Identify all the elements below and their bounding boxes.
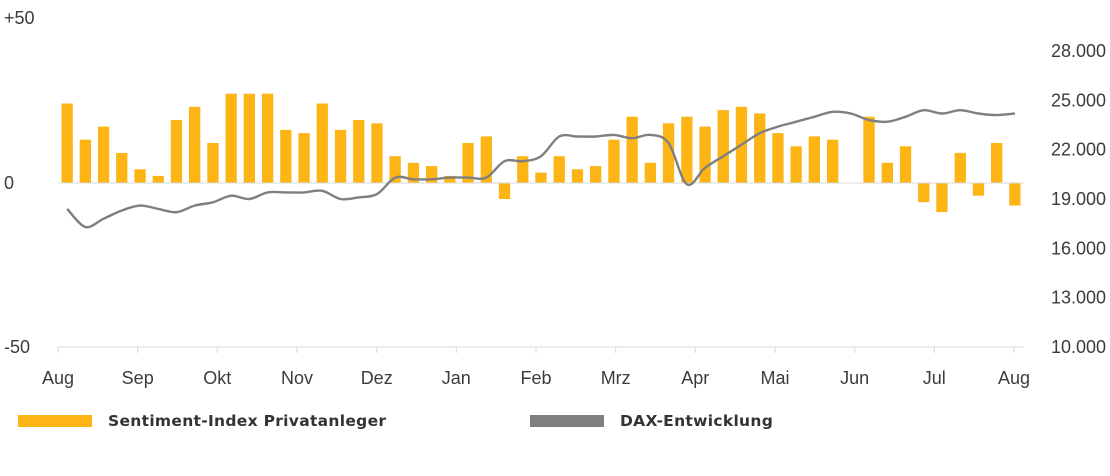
left-axis-tick: -50 <box>4 337 30 357</box>
sentiment-bar <box>644 162 656 183</box>
legend-dax: DAX-Entwicklung <box>530 412 773 430</box>
dax-line <box>66 108 1016 229</box>
sentiment-bar <box>116 152 128 183</box>
left-axis-ticks: +50 0 -50 <box>4 8 35 357</box>
sentiment-bar <box>535 172 547 183</box>
sentiment-bar <box>608 139 620 183</box>
sentiment-bar <box>61 103 73 183</box>
chart: Aug Sep Okt Nov Dez Jan Feb Mrz Apr Mai Jun Jul Aug … <box>4 8 1106 388</box>
sentiment-bar <box>134 169 146 183</box>
sentiment-bar <box>972 182 985 196</box>
sentiment-bar <box>498 182 511 199</box>
right-axis-tick: 25.000 <box>1051 90 1106 110</box>
sentiment-bar <box>298 133 310 183</box>
left-axis-tick: +50 <box>4 8 35 28</box>
sentiment-bar <box>590 166 602 183</box>
month-label: Jan <box>442 368 471 388</box>
sentiment-bar <box>152 175 164 183</box>
sentiment-bar <box>553 156 565 183</box>
right-axis-tick: 10.000 <box>1051 337 1106 357</box>
sentiment-bar <box>407 162 420 183</box>
sentiment-bar <box>918 182 930 203</box>
sentiment-bar <box>772 133 784 183</box>
sentiment-bar <box>863 116 875 183</box>
right-axis-ticks: 28.000 25.000 22.000 19.000 16.000 13.000 10.0… <box>1051 41 1106 357</box>
sentiment-bar <box>225 93 237 183</box>
sentiment-bar <box>881 162 893 183</box>
sentiment-bar <box>353 120 365 183</box>
month-label: Okt <box>203 368 231 388</box>
sentiment-bar <box>389 156 401 183</box>
sentiment-bar <box>1009 182 1021 206</box>
month-label: Dez <box>361 368 393 388</box>
month-label: Aug <box>998 368 1030 388</box>
month-label: Nov <box>281 368 313 388</box>
sentiment-bar <box>899 146 912 183</box>
legend-swatch-sentiment <box>18 415 92 427</box>
month-label: Feb <box>520 368 551 388</box>
sentiment-bar <box>717 110 729 183</box>
sentiment-bar <box>316 103 328 183</box>
sentiment-bar <box>681 116 693 183</box>
month-labels: Aug Sep Okt Nov Dez Jan Feb Mrz Apr Mai Jun Jul Aug <box>42 368 1030 388</box>
sentiment-bar <box>79 139 91 183</box>
left-axis-tick: 0 <box>4 173 14 193</box>
sentiment-bar <box>699 126 711 183</box>
legend-swatch-dax <box>530 415 604 427</box>
month-ticks <box>57 347 1015 353</box>
right-axis-tick: 13.000 <box>1051 288 1106 308</box>
sentiment-bar <box>626 116 638 183</box>
sentiment-bar <box>662 123 675 183</box>
sentiment-bar <box>262 93 274 183</box>
right-axis-tick: 19.000 <box>1051 189 1106 209</box>
month-label: Jul <box>923 368 946 388</box>
month-label: Aug <box>42 368 74 388</box>
sentiment-bar <box>936 182 948 213</box>
month-label: Sep <box>122 368 154 388</box>
sentiment-bar <box>808 136 820 183</box>
right-axis-tick: 22.000 <box>1051 140 1106 160</box>
legend-label-sentiment: Sentiment-Index Privatanleger <box>108 412 387 430</box>
right-axis-tick: 16.000 <box>1051 238 1106 258</box>
month-label: Mrz <box>601 368 631 388</box>
month-label: Apr <box>681 368 709 388</box>
sentiment-bar <box>954 152 966 183</box>
right-axis-tick: 28.000 <box>1051 41 1106 61</box>
sentiment-bar <box>480 136 492 183</box>
sentiment-bar <box>462 143 474 183</box>
sentiment-bar <box>991 143 1003 183</box>
month-label: Mai <box>760 368 789 388</box>
sentiment-bar <box>280 129 292 183</box>
sentiment-bar <box>517 156 529 183</box>
sentiment-bar <box>790 146 802 183</box>
sentiment-bar <box>444 175 456 183</box>
sentiment-bar <box>334 129 347 183</box>
month-label: Jun <box>840 368 869 388</box>
sentiment-bar <box>371 123 383 183</box>
sentiment-bar <box>827 139 839 183</box>
sentiment-bar <box>243 93 255 183</box>
sentiment-bar <box>97 126 110 183</box>
sentiment-bar <box>170 120 183 183</box>
sentiment-bar <box>571 169 584 183</box>
sentiment-bar <box>754 113 766 183</box>
legend-label-dax: DAX-Entwicklung <box>620 412 774 430</box>
sentiment-bar <box>207 143 219 183</box>
sentiment-bars <box>61 93 1021 213</box>
sentiment-bar <box>189 106 201 183</box>
sentiment-bar <box>426 166 438 183</box>
legend-sentiment: Sentiment-Index Privatanleger <box>18 412 386 430</box>
